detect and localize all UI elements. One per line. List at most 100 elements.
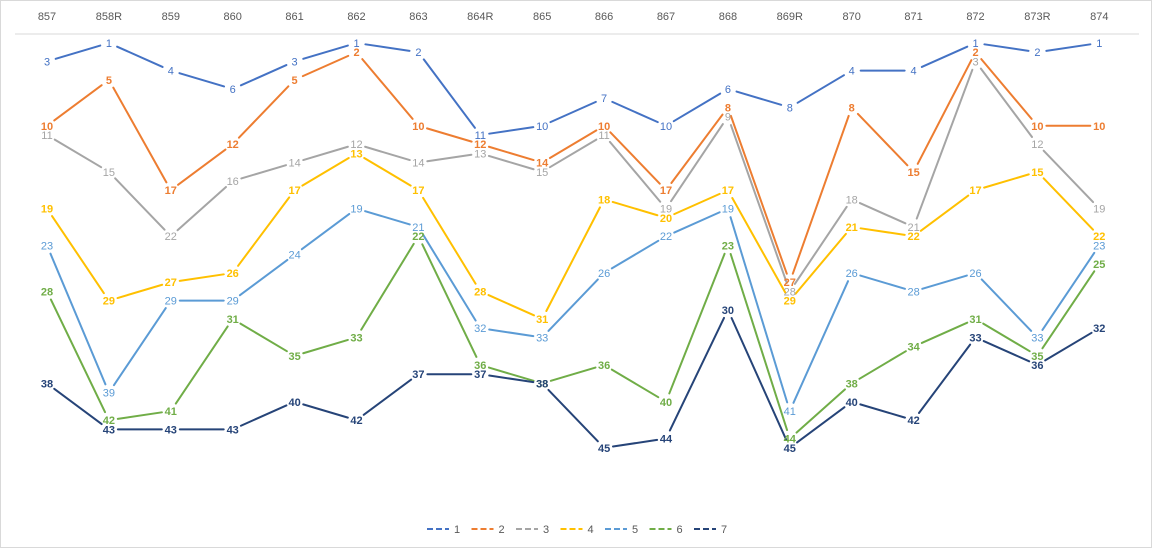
data-label: 15 xyxy=(1031,167,1043,179)
data-label: 19 xyxy=(1093,204,1105,216)
data-label: 17 xyxy=(660,185,672,197)
category-tick-label: 860 xyxy=(224,11,242,23)
series-2-line xyxy=(53,54,1092,275)
data-label: 17 xyxy=(722,185,734,197)
data-label: 6 xyxy=(230,84,236,96)
legend-label: 2 xyxy=(499,524,505,536)
series-segment xyxy=(549,100,597,124)
series-segment xyxy=(488,328,535,338)
series-segment xyxy=(979,67,1034,138)
series-segment xyxy=(983,173,1030,189)
data-label: 19 xyxy=(722,204,734,216)
data-label: 13 xyxy=(350,148,362,160)
legend-item-2: 2 xyxy=(471,524,505,536)
data-label: 27 xyxy=(165,277,177,289)
data-label: 43 xyxy=(103,424,115,436)
series-segment xyxy=(239,64,288,87)
data-label: 23 xyxy=(41,240,53,252)
data-label: 20 xyxy=(660,213,672,225)
data-label: 12 xyxy=(350,139,362,151)
series-segment xyxy=(917,343,972,414)
series-segment xyxy=(609,131,661,185)
data-label: 12 xyxy=(227,139,239,151)
series-segment xyxy=(54,44,102,60)
data-label: 31 xyxy=(969,314,981,326)
data-label: 15 xyxy=(907,167,919,179)
data-label: 8 xyxy=(849,102,855,114)
category-ticks: 857 858R 859 860 861 862 863 864R 865 866 867 868 86… xyxy=(38,11,1109,23)
data-label: 26 xyxy=(969,268,981,280)
series-segment xyxy=(112,86,168,184)
series-segment xyxy=(302,338,349,355)
series-segment xyxy=(548,138,598,169)
series-segment xyxy=(980,58,1033,120)
data-label: 38 xyxy=(846,378,858,390)
data-label: 10 xyxy=(1093,121,1105,133)
data-label: 28 xyxy=(907,286,919,298)
data-label: 16 xyxy=(227,176,239,188)
data-label: 17 xyxy=(412,185,424,197)
data-label: 1 xyxy=(972,38,978,50)
series-segment xyxy=(672,92,722,123)
series-segment xyxy=(116,411,163,420)
data-label: 45 xyxy=(784,443,796,455)
data-label: 1 xyxy=(106,38,112,50)
data-label: 40 xyxy=(288,397,300,409)
data-label: 38 xyxy=(536,378,548,390)
series-segment xyxy=(237,196,291,267)
data-label: 40 xyxy=(660,397,672,409)
data-label: 12 xyxy=(474,139,486,151)
series-segment xyxy=(53,138,103,169)
data-label: 1 xyxy=(1096,38,1102,50)
series-segment xyxy=(915,68,974,220)
category-tick-label: 874 xyxy=(1090,11,1108,23)
data-label: 45 xyxy=(598,443,610,455)
data-label: 23 xyxy=(722,240,734,252)
legend-item-3: 3 xyxy=(516,524,549,536)
series-segment xyxy=(426,153,473,163)
series-segment xyxy=(176,185,227,232)
data-label: 35 xyxy=(288,351,300,363)
category-tick-label: 867 xyxy=(657,11,675,23)
data-label: 17 xyxy=(288,185,300,197)
series-segment xyxy=(673,192,721,216)
data-label: 3 xyxy=(972,56,978,68)
data-label: 14 xyxy=(412,158,424,170)
series-segment xyxy=(238,258,289,297)
data-label: 4 xyxy=(168,66,174,78)
series-segment xyxy=(729,124,788,284)
data-label: 15 xyxy=(536,167,548,179)
data-label: 33 xyxy=(536,332,548,344)
data-label: 38 xyxy=(536,378,548,390)
series-segment xyxy=(668,316,726,432)
series-segment xyxy=(301,156,350,187)
series-segment xyxy=(612,438,659,448)
data-label: 43 xyxy=(165,424,177,436)
series-5-labels: 23 39 29 29 24 19 21 32 33 26 22 19 41 26 28 26 33 23 xyxy=(41,204,1106,418)
data-label: 17 xyxy=(165,185,177,197)
data-label: 32 xyxy=(1093,323,1105,335)
series-segment xyxy=(792,280,850,404)
data-label: 22 xyxy=(165,231,177,243)
data-label: 3 xyxy=(292,56,298,68)
series-segment xyxy=(611,200,659,217)
series-segment xyxy=(916,59,973,165)
series-segment xyxy=(51,215,105,295)
series-segment xyxy=(983,43,1030,52)
series-segment xyxy=(729,252,789,432)
data-label: 8 xyxy=(787,102,793,114)
data-label: 31 xyxy=(536,314,548,326)
series-segment xyxy=(548,129,598,160)
series-segment xyxy=(670,123,724,203)
series-segment xyxy=(174,325,229,405)
data-label: 5 xyxy=(106,75,112,87)
data-label: 3 xyxy=(44,56,50,68)
series-segment xyxy=(794,232,847,295)
data-label: 19 xyxy=(660,204,672,216)
series-5-line xyxy=(49,210,1096,404)
legend-label: 4 xyxy=(588,524,594,536)
data-label: 21 xyxy=(846,222,858,234)
data-label: 7 xyxy=(601,93,607,105)
data-label: 44 xyxy=(660,434,673,446)
data-label: 25 xyxy=(1093,259,1105,271)
